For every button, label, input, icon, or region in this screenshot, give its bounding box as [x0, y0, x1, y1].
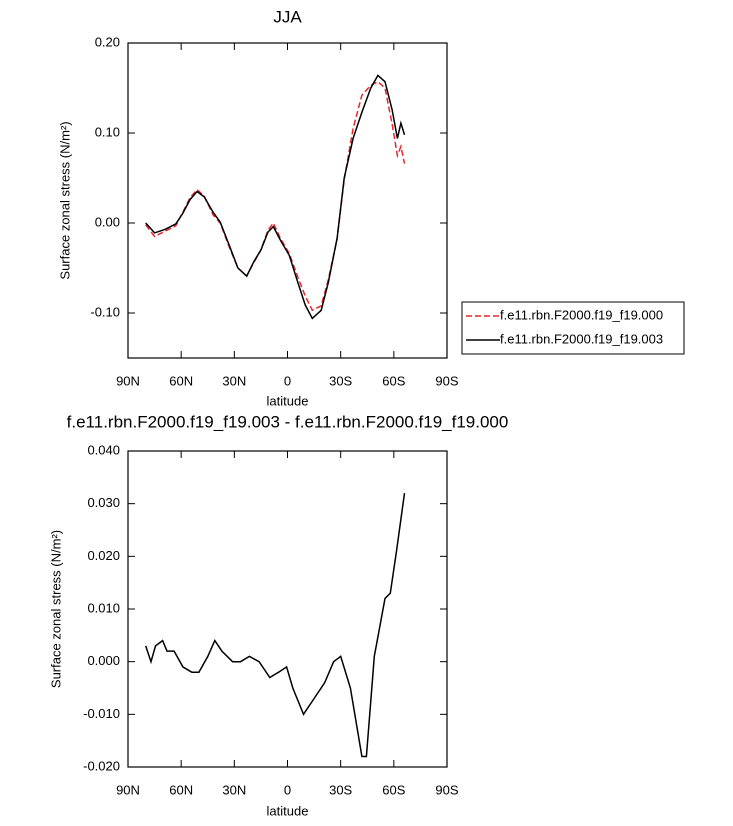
y-tick-label: 0.20 — [95, 34, 120, 49]
x-tick-label: 0 — [284, 373, 291, 388]
x-tick-label: 90N — [116, 782, 140, 797]
y-tick-label: 0.020 — [87, 548, 120, 563]
x-tick-label: 60S — [382, 373, 405, 388]
x-axis-label: latitude — [267, 803, 309, 818]
x-tick-label: 90S — [435, 373, 458, 388]
y-tick-label: 0.10 — [95, 124, 120, 139]
legend-label: f.e11.rbn.F2000.f19_f19.003 — [500, 331, 663, 346]
y-axis-label: Surface zonal stress (N/m²) — [48, 530, 63, 688]
y-axis-label: Surface zonal stress (N/m²) — [57, 121, 72, 279]
legend-box — [461, 301, 685, 355]
y-tick-label: 0.030 — [87, 495, 120, 510]
y-tick-label: 0.000 — [87, 653, 120, 668]
y-tick-label: 0.040 — [87, 442, 120, 457]
x-tick-label: 60N — [169, 782, 193, 797]
data-line — [145, 80, 406, 312]
x-axis-label: latitude — [267, 393, 309, 408]
legend: f.e11.rbn.F2000.f19_f19.000 f.e11.rbn.F20… — [461, 301, 685, 355]
plot-frame — [127, 42, 448, 359]
legend-label: f.e11.rbn.F2000.f19_f19.000 — [500, 307, 663, 322]
x-tick-label: 60N — [169, 373, 193, 388]
data-line — [144, 492, 406, 758]
x-tick-label: 0 — [284, 782, 291, 797]
y-tick-label: -0.020 — [83, 758, 120, 773]
y-tick-label: 0.010 — [87, 600, 120, 615]
chart-title: JJA — [273, 7, 302, 26]
plot-frame — [127, 450, 448, 768]
x-tick-label: 30N — [222, 373, 246, 388]
chart-title: f.e11.rbn.F2000.f19_f19.003 - f.e11.rbn.… — [67, 412, 509, 431]
x-tick-label: 30S — [329, 782, 352, 797]
x-tick-label: 30S — [329, 373, 352, 388]
y-tick-label: -0.10 — [90, 304, 120, 319]
x-tick-label: 90S — [435, 782, 458, 797]
y-tick-label: -0.010 — [83, 706, 120, 721]
y-tick-label: 0.00 — [95, 214, 120, 229]
x-tick-label: 60S — [382, 782, 405, 797]
data-line — [145, 74, 406, 320]
x-tick-label: 30N — [222, 782, 246, 797]
x-tick-label: 90N — [116, 373, 140, 388]
